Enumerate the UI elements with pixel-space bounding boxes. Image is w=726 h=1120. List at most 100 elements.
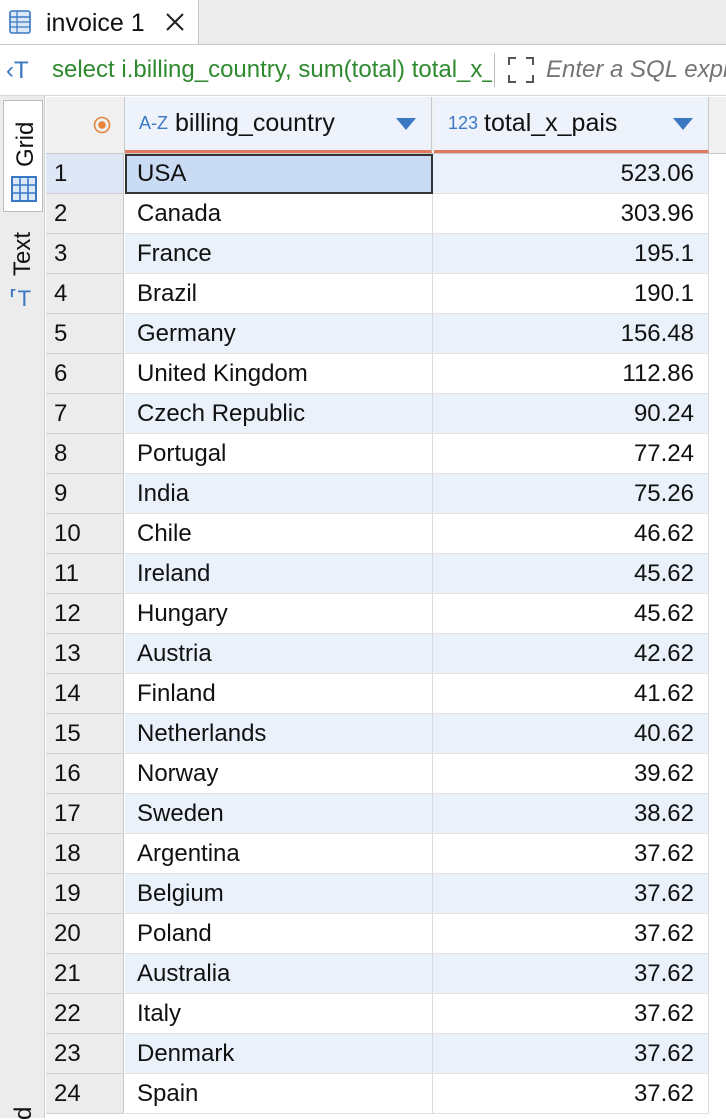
row-number[interactable]: 15 <box>46 714 124 754</box>
table-row[interactable]: 24 Spain 37.62 <box>46 1074 726 1114</box>
cell-total-x-pais[interactable]: 37.62 <box>433 834 709 874</box>
row-number[interactable]: 24 <box>46 1074 124 1114</box>
cell-billing-country[interactable]: Belgium <box>125 874 433 914</box>
table-row[interactable]: 17 Sweden 38.62 <box>46 794 726 834</box>
table-row[interactable]: 6 United Kingdom 112.86 <box>46 354 726 394</box>
table-row[interactable]: 22 Italy 37.62 <box>46 994 726 1034</box>
column-header-billing-country[interactable]: A-Z billing_country <box>125 97 432 153</box>
table-row[interactable]: 3 France 195.1 <box>46 234 726 274</box>
cell-billing-country[interactable]: Netherlands <box>125 714 433 754</box>
row-number[interactable]: 14 <box>46 674 124 714</box>
cell-billing-country[interactable]: Norway <box>125 754 433 794</box>
cell-billing-country[interactable]: Poland <box>125 914 433 954</box>
cell-total-x-pais[interactable]: 40.62 <box>433 714 709 754</box>
row-number[interactable]: 23 <box>46 1034 124 1074</box>
cell-total-x-pais[interactable]: 46.62 <box>433 514 709 554</box>
table-row[interactable]: 5 Germany 156.48 <box>46 314 726 354</box>
row-number[interactable]: 6 <box>46 354 124 394</box>
cell-billing-country[interactable]: Brazil <box>125 274 433 314</box>
cell-billing-country[interactable]: India <box>125 474 433 514</box>
cell-total-x-pais[interactable]: 37.62 <box>433 1034 709 1074</box>
row-number[interactable]: 18 <box>46 834 124 874</box>
chevron-down-icon[interactable] <box>672 117 694 131</box>
table-row[interactable]: 10 Chile 46.62 <box>46 514 726 554</box>
cell-billing-country[interactable]: Czech Republic <box>125 394 433 434</box>
expand-icon[interactable] <box>506 55 536 85</box>
table-row[interactable]: 4 Brazil 190.1 <box>46 274 726 314</box>
column-header-total-x-pais[interactable]: 123 total_x_pais <box>434 97 709 153</box>
table-row[interactable]: 11 Ireland 45.62 <box>46 554 726 594</box>
filter-input[interactable] <box>546 56 726 84</box>
cell-total-x-pais[interactable]: 195.1 <box>433 234 709 274</box>
table-row[interactable]: 19 Belgium 37.62 <box>46 874 726 914</box>
cell-billing-country[interactable]: Australia <box>125 954 433 994</box>
cell-billing-country[interactable]: Italy <box>125 994 433 1034</box>
cell-total-x-pais[interactable]: 77.24 <box>433 434 709 474</box>
row-number[interactable]: 20 <box>46 914 124 954</box>
cell-total-x-pais[interactable]: 190.1 <box>433 274 709 314</box>
cell-billing-country[interactable]: Argentina <box>125 834 433 874</box>
sql-text-icon[interactable]: ‹T <box>6 57 29 84</box>
query-text[interactable]: select i.billing_country, sum(total) tot… <box>52 56 492 83</box>
cell-total-x-pais[interactable]: 112.86 <box>433 354 709 394</box>
cell-total-x-pais[interactable]: 75.26 <box>433 474 709 514</box>
row-number[interactable]: 17 <box>46 794 124 834</box>
table-row[interactable]: 13 Austria 42.62 <box>46 634 726 674</box>
row-number[interactable]: 7 <box>46 394 124 434</box>
row-number[interactable]: 12 <box>46 594 124 634</box>
text-view-icon[interactable]: ⸢T <box>9 286 32 311</box>
cell-billing-country[interactable]: United Kingdom <box>125 354 433 394</box>
cell-total-x-pais[interactable]: 38.62 <box>433 794 709 834</box>
cell-billing-country[interactable]: Spain <box>125 1074 433 1114</box>
grid-view-tab[interactable]: Grid <box>3 100 43 212</box>
row-number[interactable]: 22 <box>46 994 124 1034</box>
row-number[interactable]: 11 <box>46 554 124 594</box>
row-number[interactable]: 19 <box>46 874 124 914</box>
cell-total-x-pais[interactable]: 41.62 <box>433 674 709 714</box>
cell-total-x-pais[interactable]: 156.48 <box>433 314 709 354</box>
table-row[interactable]: 7 Czech Republic 90.24 <box>46 394 726 434</box>
table-row[interactable]: 9 India 75.26 <box>46 474 726 514</box>
row-number[interactable]: 16 <box>46 754 124 794</box>
cell-total-x-pais[interactable]: 523.06 <box>433 154 709 194</box>
row-number[interactable]: 4 <box>46 274 124 314</box>
cell-billing-country[interactable]: Portugal <box>125 434 433 474</box>
table-row[interactable]: 21 Australia 37.62 <box>46 954 726 994</box>
row-number[interactable]: 8 <box>46 434 124 474</box>
select-all-icon[interactable] <box>93 116 111 134</box>
table-row[interactable]: 2 Canada 303.96 <box>46 194 726 234</box>
cell-billing-country[interactable]: Germany <box>125 314 433 354</box>
cell-billing-country[interactable]: France <box>125 234 433 274</box>
row-number[interactable]: 13 <box>46 634 124 674</box>
table-row[interactable]: 12 Hungary 45.62 <box>46 594 726 634</box>
cell-billing-country[interactable]: USA <box>125 154 433 194</box>
cell-total-x-pais[interactable]: 39.62 <box>433 754 709 794</box>
table-row[interactable]: 20 Poland 37.62 <box>46 914 726 954</box>
cell-total-x-pais[interactable]: 45.62 <box>433 554 709 594</box>
table-row[interactable]: 16 Norway 39.62 <box>46 754 726 794</box>
cell-total-x-pais[interactable]: 42.62 <box>433 634 709 674</box>
table-row[interactable]: 15 Netherlands 40.62 <box>46 714 726 754</box>
cell-billing-country[interactable]: Austria <box>125 634 433 674</box>
table-row[interactable]: 1 USA 523.06 <box>46 154 726 194</box>
row-number[interactable]: 1 <box>46 154 124 194</box>
cell-billing-country[interactable]: Ireland <box>125 554 433 594</box>
table-row[interactable]: 14 Finland 41.62 <box>46 674 726 714</box>
row-number[interactable]: 2 <box>46 194 124 234</box>
cell-billing-country[interactable]: Denmark <box>125 1034 433 1074</box>
cell-billing-country[interactable]: Canada <box>125 194 433 234</box>
cell-total-x-pais[interactable]: 45.62 <box>433 594 709 634</box>
cell-billing-country[interactable]: Hungary <box>125 594 433 634</box>
cell-total-x-pais[interactable]: 37.62 <box>433 914 709 954</box>
chevron-down-icon[interactable] <box>395 117 417 131</box>
text-view-tab[interactable]: Text <box>9 231 36 276</box>
row-number[interactable]: 3 <box>46 234 124 274</box>
table-row[interactable]: 23 Denmark 37.62 <box>46 1034 726 1074</box>
table-row[interactable]: 8 Portugal 77.24 <box>46 434 726 474</box>
row-number[interactable]: 5 <box>46 314 124 354</box>
cell-total-x-pais[interactable]: 303.96 <box>433 194 709 234</box>
cell-total-x-pais[interactable]: 37.62 <box>433 1074 709 1114</box>
row-number-header[interactable] <box>46 97 125 153</box>
row-number[interactable]: 10 <box>46 514 124 554</box>
tab-invoice-1[interactable]: invoice 1 <box>0 0 199 44</box>
